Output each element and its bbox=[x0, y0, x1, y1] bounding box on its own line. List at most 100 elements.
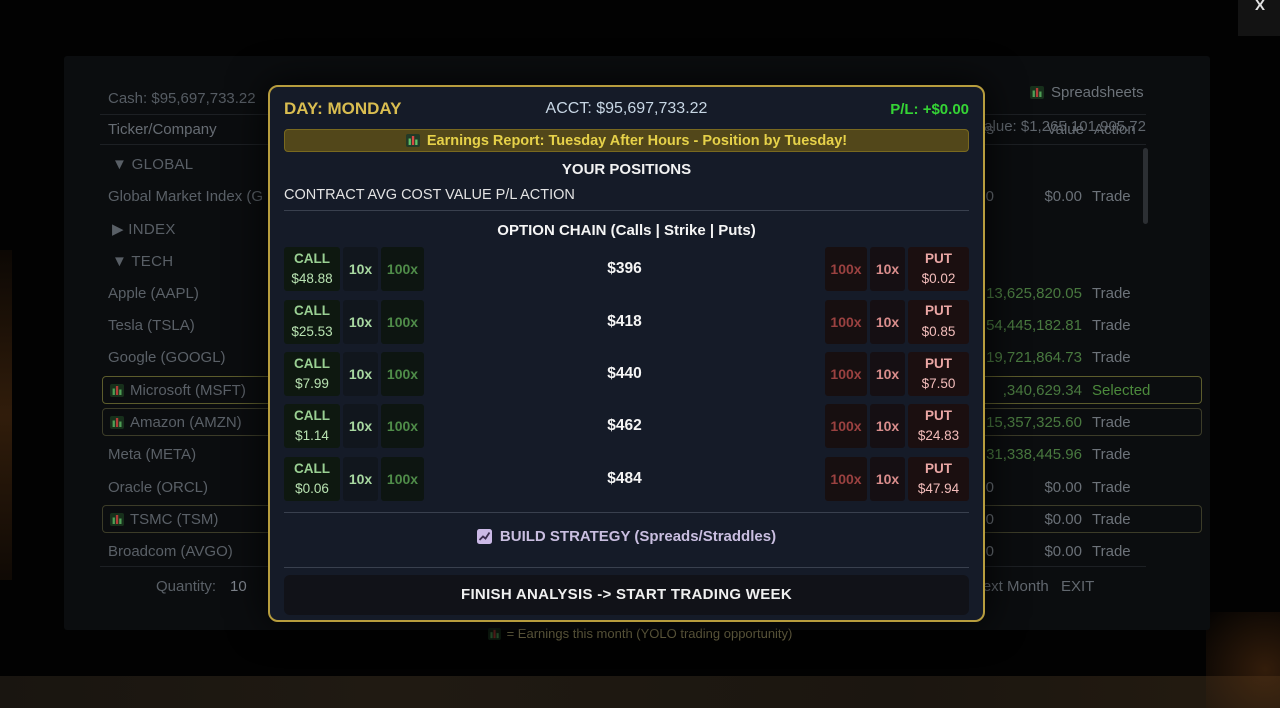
next-month-button[interactable]: Next Month bbox=[972, 578, 1049, 595]
buy-call-button[interactable]: CALL $1.14 bbox=[284, 404, 340, 449]
buy-call-button[interactable]: CALL $0.06 bbox=[284, 456, 340, 501]
window-close-button[interactable]: X bbox=[1254, 0, 1265, 14]
scrollbar-thumb[interactable] bbox=[1143, 148, 1148, 224]
buy-put-button[interactable]: PUT $7.50 bbox=[908, 351, 969, 396]
trade-action[interactable]: Trade bbox=[1092, 317, 1131, 335]
put-label: PUT bbox=[925, 408, 952, 424]
buy-put-button[interactable]: PUT $24.83 bbox=[908, 404, 969, 449]
bar-chart-icon bbox=[1030, 86, 1044, 99]
watchlist: ▼ GLOBAL Global Market Index (G 0 $0.00 … bbox=[64, 148, 1210, 568]
watchlist-row[interactable]: Apple (AAPL) 13,625,820.05 Trade bbox=[64, 277, 1210, 309]
call-100x-button[interactable]: 100x bbox=[381, 404, 424, 449]
puts-group: 100x 10x PUT $0.02 bbox=[825, 247, 969, 292]
watchlist-row[interactable]: Broadcom (AVGO) 0 $0.00 Trade bbox=[64, 536, 1210, 568]
call-10x-button[interactable]: 10x bbox=[343, 299, 378, 344]
calls-group: CALL $25.53 10x 100x bbox=[284, 299, 424, 344]
call-10x-button[interactable]: 10x bbox=[343, 247, 378, 292]
build-strategy-button[interactable]: BUILD STRATEGY (Spreads/Straddles) bbox=[284, 513, 969, 560]
position-value: $0.00 bbox=[1044, 543, 1082, 561]
call-label: CALL bbox=[294, 460, 330, 476]
exit-button[interactable]: EXIT bbox=[1061, 578, 1095, 595]
watchlist-row[interactable]: Oracle (ORCL) 0 $0.00 Trade bbox=[64, 471, 1210, 503]
watchlist-row[interactable]: Tesla (TSLA) 54,445,182.81 Trade bbox=[64, 309, 1210, 341]
put-price: $47.94 bbox=[917, 480, 960, 496]
ticker-label: Broadcom (AVGO) bbox=[108, 543, 233, 561]
trade-action[interactable]: Trade bbox=[1092, 446, 1131, 464]
trade-action[interactable]: Trade bbox=[1092, 543, 1131, 561]
quantity-label: Quantity: bbox=[156, 578, 217, 595]
column-header-value: Value bbox=[1046, 121, 1084, 138]
put-10x-button[interactable]: 10x bbox=[870, 404, 905, 449]
put-price: $0.02 bbox=[921, 271, 956, 287]
strike-price: $484 bbox=[607, 469, 642, 487]
watchlist-row[interactable]: ▼ GLOBAL bbox=[64, 148, 1210, 180]
buy-call-button[interactable]: CALL $25.53 bbox=[284, 299, 340, 344]
column-header-action: Action bbox=[1094, 121, 1136, 138]
call-price: $25.53 bbox=[291, 323, 333, 339]
put-100x-button[interactable]: 100x bbox=[825, 456, 867, 501]
option-chain-title: OPTION CHAIN (Calls | Strike | Puts) bbox=[497, 222, 756, 239]
bar-chart-icon bbox=[405, 134, 420, 147]
put-price: $0.85 bbox=[921, 323, 956, 339]
call-label: CALL bbox=[294, 250, 330, 266]
finish-analysis-button[interactable]: FINISH ANALYSIS -> START TRADING WEEK bbox=[284, 574, 969, 615]
buy-put-button[interactable]: PUT $47.94 bbox=[908, 456, 969, 501]
call-100x-button[interactable]: 100x bbox=[381, 247, 424, 292]
watchlist-row[interactable]: ▶ INDEX bbox=[64, 213, 1210, 245]
ticker-label: TSMC (TSM) bbox=[130, 510, 219, 528]
watchlist-row[interactable]: Global Market Index (G 0 $0.00 Trade bbox=[64, 180, 1210, 212]
ticker-label: Tesla (TSLA) bbox=[108, 317, 195, 335]
total-value: Total Value: $1,265,101,905.72 bbox=[939, 118, 1146, 135]
strike-price: $396 bbox=[607, 260, 642, 278]
shares-value: 0 bbox=[985, 187, 994, 205]
call-100x-button[interactable]: 100x bbox=[381, 299, 424, 344]
spreadsheets-link[interactable]: Spreadsheets bbox=[1030, 84, 1144, 101]
trade-action[interactable]: Trade bbox=[1092, 187, 1131, 205]
buy-put-button[interactable]: PUT $0.85 bbox=[908, 299, 969, 344]
ticker-label: Apple (AAPL) bbox=[108, 284, 199, 302]
quantity-value[interactable]: 10 bbox=[230, 578, 247, 595]
put-100x-button[interactable]: 100x bbox=[825, 247, 867, 292]
buy-put-button[interactable]: PUT $0.02 bbox=[908, 247, 969, 292]
put-100x-button[interactable]: 100x bbox=[825, 299, 867, 344]
trade-action[interactable]: Trade bbox=[1092, 349, 1131, 367]
position-value: 19,721,864.73 bbox=[986, 349, 1082, 367]
put-10x-button[interactable]: 10x bbox=[870, 247, 905, 292]
ticker-label: ▼ TECH bbox=[112, 252, 174, 270]
strike-price: $418 bbox=[607, 312, 642, 330]
position-value: $0.00 bbox=[1044, 510, 1082, 528]
watchlist-row[interactable]: ▼ TECH bbox=[64, 245, 1210, 277]
trade-action[interactable]: Trade bbox=[1092, 510, 1131, 528]
position-value: 31,338,445.96 bbox=[986, 446, 1082, 464]
titlebar-corner bbox=[1238, 0, 1280, 36]
position-value: 54,445,182.81 bbox=[986, 317, 1082, 335]
strategy-chart-icon bbox=[476, 528, 492, 544]
watchlist-row[interactable]: Google (GOOGL) 19,721,864.73 Trade bbox=[64, 342, 1210, 374]
put-label: PUT bbox=[925, 303, 952, 319]
divider bbox=[284, 210, 969, 211]
position-value: $0.00 bbox=[1044, 187, 1082, 205]
calls-group: CALL $7.99 10x 100x bbox=[284, 351, 424, 396]
call-10x-button[interactable]: 10x bbox=[343, 456, 378, 501]
put-10x-button[interactable]: 10x bbox=[870, 299, 905, 344]
backdrop-photo-edge bbox=[0, 250, 12, 580]
bar-chart-icon bbox=[487, 627, 501, 640]
trade-action[interactable]: Trade bbox=[1092, 478, 1131, 496]
earnings-indicator-icon bbox=[110, 416, 124, 430]
put-10x-button[interactable]: 10x bbox=[870, 351, 905, 396]
puts-group: 100x 10x PUT $47.94 bbox=[825, 456, 969, 501]
call-100x-button[interactable]: 100x bbox=[381, 456, 424, 501]
buy-call-button[interactable]: CALL $48.88 bbox=[284, 247, 340, 292]
call-100x-button[interactable]: 100x bbox=[381, 351, 424, 396]
buy-call-button[interactable]: CALL $7.99 bbox=[284, 351, 340, 396]
trade-action[interactable]: Selected bbox=[1092, 381, 1151, 399]
put-100x-button[interactable]: 100x bbox=[825, 351, 867, 396]
call-10x-button[interactable]: 10x bbox=[343, 404, 378, 449]
put-10x-button[interactable]: 10x bbox=[870, 456, 905, 501]
call-10x-button[interactable]: 10x bbox=[343, 351, 378, 396]
put-100x-button[interactable]: 100x bbox=[825, 404, 867, 449]
trade-action[interactable]: Trade bbox=[1092, 414, 1131, 432]
column-header-ticker: Ticker/Company bbox=[108, 121, 217, 138]
watchlist-row[interactable]: Meta (META) 31,338,445.96 Trade bbox=[64, 439, 1210, 471]
trade-action[interactable]: Trade bbox=[1092, 284, 1131, 302]
